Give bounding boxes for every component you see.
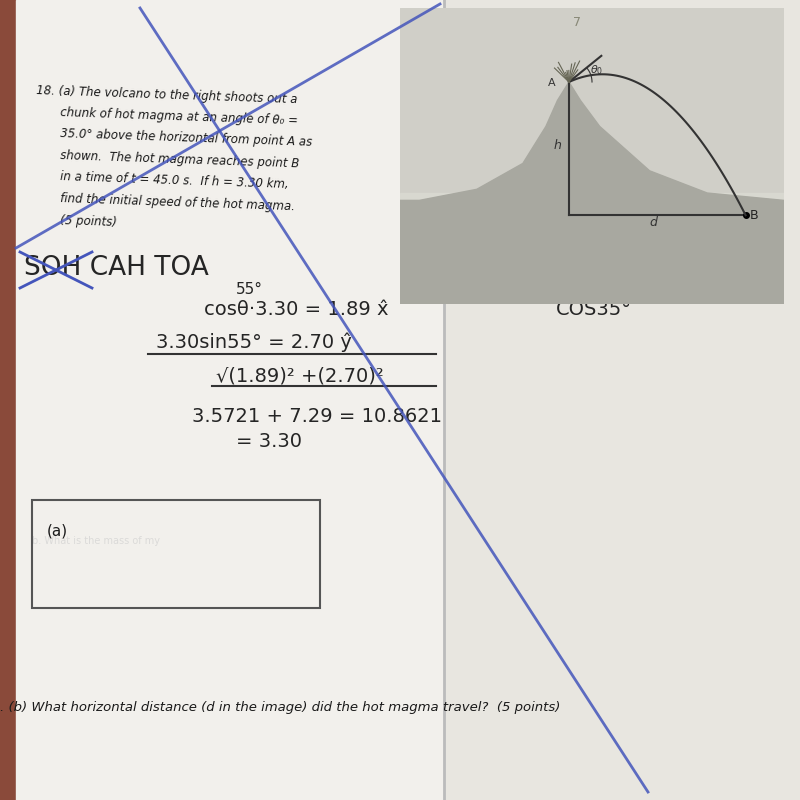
Text: 3.30sin55° = 2.70 ŷ: 3.30sin55° = 2.70 ŷ	[156, 333, 352, 352]
Text: √(1.89)² +(2.70)²: √(1.89)² +(2.70)²	[216, 366, 384, 386]
Text: shown.  The hot magma reaches point B: shown. The hot magma reaches point B	[60, 149, 299, 170]
Text: 35.0° above the horizontal from point A as: 35.0° above the horizontal from point A …	[60, 127, 313, 149]
Text: in a time of t = 45.0 s.  If h = 3.30 km,: in a time of t = 45.0 s. If h = 3.30 km,	[60, 170, 289, 191]
Text: 3.5721 + 7.29 = 10.8621: 3.5721 + 7.29 = 10.8621	[192, 406, 442, 426]
Text: = 3.30: = 3.30	[236, 432, 302, 451]
Text: (5 points): (5 points)	[60, 214, 117, 229]
Text: (a): (a)	[46, 524, 67, 539]
Text: cosθ·3.30 = 1.89 x̂: cosθ·3.30 = 1.89 x̂	[204, 300, 389, 319]
Bar	[32, 500, 320, 608]
Text: 18. (a) The volcano to the right shoots out a: 18. (a) The volcano to the right shoots …	[36, 84, 298, 106]
Text: 55°: 55°	[236, 282, 263, 297]
Bar	[16, 0, 444, 800]
Text: COS35°: COS35°	[556, 300, 632, 319]
Text: . (b) What horizontal distance (d in the image) did the hot magma travel?  (5 po: . (b) What horizontal distance (d in the…	[0, 702, 560, 714]
Text: chunk of hot magma at an angle of θ₀ =: chunk of hot magma at an angle of θ₀ =	[60, 106, 298, 127]
Text: b. What is the mass of my: b. What is the mass of my	[32, 536, 160, 546]
Text: SOH CAH TOA: SOH CAH TOA	[24, 255, 209, 281]
Text: find the initial speed of the hot magma.: find the initial speed of the hot magma.	[60, 192, 295, 213]
Bar	[444, 0, 800, 800]
